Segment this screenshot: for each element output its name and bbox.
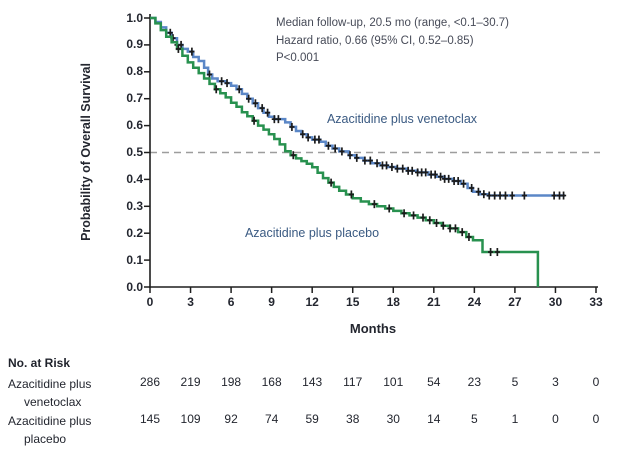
y-tick-label: 0.9 [126,37,143,52]
y-tick-label: 0.1 [126,252,143,267]
risk-table-title: No. at Risk [8,356,71,370]
x-tick-label: 33 [589,295,603,309]
y-tick-label: 0.3 [126,198,143,213]
y-tick-label: 0.0 [126,279,143,294]
annotation-p-value: P<0.001 [276,52,320,64]
risk-count-placebo-m30: 0 [552,412,559,426]
annotation-median-followup: Median follow-up, 20.5 mo (range, <0.1–3… [276,17,510,29]
x-axis-title: Months [349,321,397,336]
risk-row-venetoclax-label-line1: Azacitidine plus [8,377,92,391]
x-tick-label: 3 [187,295,194,309]
y-tick-label: 0.2 [126,225,143,240]
risk-count-placebo-m18: 30 [386,412,400,426]
km-curve-azacitidine-venetoclax [150,16,565,197]
risk-count-venetoclax-m12: 143 [302,375,323,389]
annotation-block: Median follow-up, 20.5 mo (range, <0.1–3… [276,15,509,68]
curve-label-placebo: Azacitidine plus placebo [244,226,380,240]
y-tick-label: 0.4 [126,171,143,186]
risk-count-placebo-m24: 5 [471,412,478,426]
risk-row-placebo-label-line2: placebo [24,432,67,446]
x-tick-label: 15 [346,295,360,309]
x-tick-label: 9 [268,295,275,309]
risk-count-placebo-m0: 145 [139,412,161,426]
risk-count-venetoclax-m6: 198 [221,375,242,389]
risk-count-venetoclax-m33: 0 [592,375,600,389]
y-tick-label: 1.0 [126,10,143,25]
risk-count-venetoclax-m27: 5 [511,375,519,389]
risk-count-placebo-m27: 1 [511,412,519,426]
km-curve-azacitidine-placebo [150,16,540,287]
risk-count-placebo-m6: 92 [224,412,238,426]
risk-count-placebo-m33: 0 [592,412,600,426]
risk-count-venetoclax-m3: 219 [180,375,201,389]
curve-label-venetoclax: Azacitidine plus venetoclax [326,112,478,126]
x-tick-label: 27 [508,295,522,309]
risk-count-venetoclax-m21: 54 [427,375,441,389]
x-tick-label: 21 [427,295,441,309]
x-tick-label: 12 [305,295,319,309]
risk-count-venetoclax-m0: 286 [139,375,161,389]
risk-count-venetoclax-m24: 23 [467,375,482,389]
risk-count-venetoclax-m9: 168 [261,375,282,389]
risk-count-placebo-m21: 14 [427,412,441,426]
risk-count-placebo-m3: 109 [180,412,201,426]
risk-count-placebo-m12: 59 [305,412,319,426]
y-tick-label: 0.6 [126,118,143,133]
annotation-hazard-ratio: Hazard ratio, 0.66 (95% CI, 0.52–0.85) [276,34,474,47]
risk-count-venetoclax-m30: 3 [552,375,559,389]
x-tick-label: 6 [227,295,235,309]
risk-count-venetoclax-m15: 117 [343,375,363,389]
x-tick-label: 0 [146,295,154,309]
risk-count-venetoclax-m18: 101 [383,375,404,389]
risk-row-placebo-label-line1: Azacitidine plus [8,414,92,428]
risk-row-venetoclax-label-line2: venetoclax [24,395,82,409]
y-tick-label: 0.5 [126,145,143,159]
y-tick-label: 0.7 [126,91,143,106]
x-tick-label: 30 [548,295,563,309]
y-axis-title: Probability of Overall Survival [79,63,93,241]
x-tick-label: 24 [467,295,482,309]
risk-count-placebo-m9: 74 [264,412,279,426]
km-chart-svg [144,14,600,293]
risk-count-placebo-m15: 38 [346,412,360,426]
y-tick-label: 0.8 [126,64,143,79]
x-tick-label: 18 [386,295,400,309]
